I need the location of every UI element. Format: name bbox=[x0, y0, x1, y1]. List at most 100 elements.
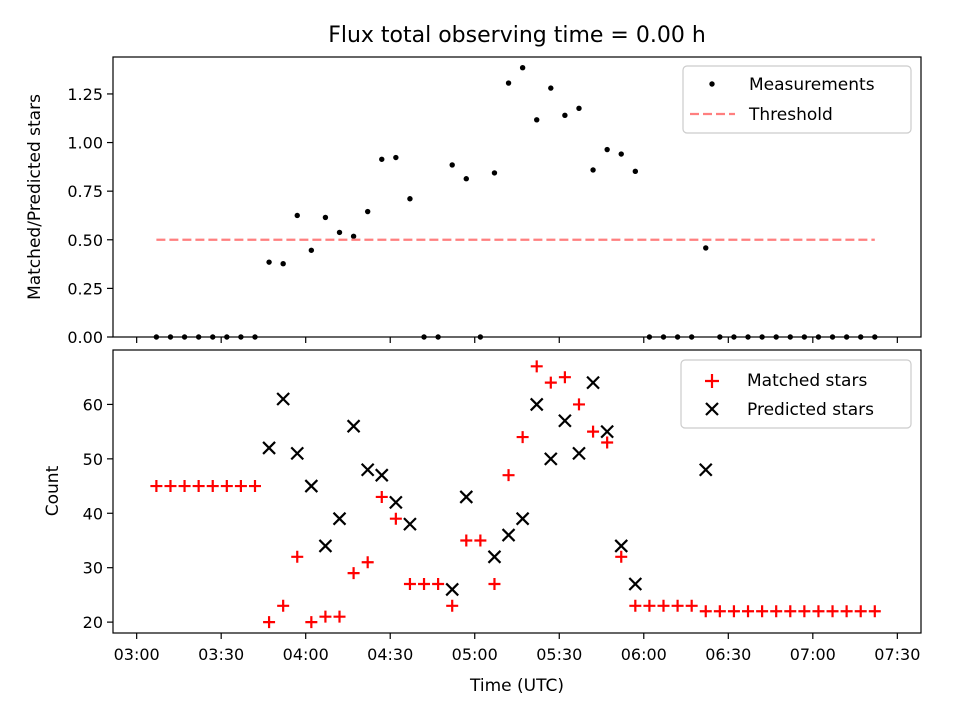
predicted-star-point bbox=[614, 539, 629, 553]
measurement-point bbox=[210, 334, 216, 340]
measurement-point bbox=[364, 208, 371, 215]
x-tick-label: 04:00 bbox=[283, 645, 329, 664]
measurement-point bbox=[858, 334, 864, 340]
top-plot-frame bbox=[112, 56, 922, 338]
y-tick-label: 1.00 bbox=[67, 134, 103, 153]
measurement-point bbox=[604, 146, 610, 153]
predicted-star-point bbox=[698, 462, 713, 477]
matched-star-point bbox=[854, 605, 867, 618]
matched-star-point bbox=[587, 425, 600, 438]
matched-star-point bbox=[291, 550, 304, 563]
measurement-point bbox=[491, 170, 498, 176]
measurement-point bbox=[294, 212, 300, 219]
measurement-point bbox=[618, 151, 624, 157]
matched-star-point bbox=[277, 599, 290, 612]
measurement-point bbox=[576, 105, 582, 112]
x-tick-label: 07:00 bbox=[790, 645, 836, 664]
predicted-star-point bbox=[558, 413, 572, 428]
measurement-point bbox=[688, 334, 695, 340]
predicted-star-point bbox=[332, 511, 347, 526]
x-axis-label: Time (UTC) bbox=[469, 676, 564, 696]
matched-star-point bbox=[798, 605, 811, 618]
matched-star-point bbox=[629, 599, 642, 612]
predicted-star-point bbox=[374, 468, 389, 482]
y-tick-label: 0.25 bbox=[67, 279, 103, 298]
matched-star-point bbox=[460, 534, 473, 547]
matched-star-point bbox=[643, 599, 656, 612]
x-tick-label: 05:30 bbox=[536, 645, 582, 664]
matched-star-point bbox=[150, 480, 163, 493]
legend-predicted-marker bbox=[705, 402, 719, 416]
measurement-point bbox=[505, 80, 512, 86]
x-tick-label: 03:00 bbox=[114, 645, 160, 664]
bottom-plot: 20 30 40 50 60 03:00 03:30 04:00 04:30 05:00 05:3… bbox=[43, 349, 922, 696]
y-tick-label: 0.50 bbox=[67, 231, 103, 250]
matched-star-point bbox=[305, 616, 318, 629]
predicted-star-point bbox=[529, 397, 544, 412]
bottom-y-axis-label: Count bbox=[43, 465, 63, 516]
measurement-point bbox=[759, 334, 765, 340]
matched-star-point bbox=[601, 436, 614, 449]
x-tick-label: 06:30 bbox=[705, 645, 751, 664]
measurement-point bbox=[463, 176, 469, 182]
predicted-star-point bbox=[487, 550, 502, 564]
predicted-star-point bbox=[515, 511, 530, 526]
measurement-point bbox=[674, 334, 681, 340]
measurement-point bbox=[280, 260, 286, 267]
matched-star-point bbox=[164, 480, 177, 493]
measurement-point bbox=[801, 334, 808, 340]
measurement-point bbox=[717, 334, 723, 340]
matched-star-point bbox=[474, 534, 487, 547]
top-x-ticks bbox=[136, 337, 898, 343]
measurement-point bbox=[660, 334, 667, 340]
measurement-point bbox=[322, 214, 329, 221]
predicted-star-point bbox=[262, 441, 276, 455]
chart-title: Flux total observing time = 0.00 h bbox=[328, 23, 706, 48]
matched-star-point bbox=[713, 605, 726, 618]
y-tick-label: 0.00 bbox=[67, 328, 103, 347]
predicted-star-point bbox=[501, 528, 516, 542]
matched-star-point bbox=[770, 605, 783, 618]
predicted-star-point bbox=[304, 479, 319, 493]
matched-star-point bbox=[502, 469, 515, 482]
y-tick-label: 60 bbox=[83, 395, 103, 414]
measurement-point bbox=[787, 334, 793, 340]
measurement-point bbox=[590, 167, 596, 173]
measurement-point bbox=[745, 334, 751, 340]
x-tick-label: 05:00 bbox=[452, 645, 498, 664]
y-tick-label: 30 bbox=[83, 559, 103, 578]
matched-star-point bbox=[375, 490, 388, 503]
measurement-point bbox=[238, 334, 244, 340]
measurement-point bbox=[308, 247, 315, 253]
matched-star-point bbox=[572, 398, 585, 411]
y-tick-label: 0.75 bbox=[67, 182, 103, 201]
matched-star-point bbox=[206, 480, 219, 493]
top-plot-marks bbox=[153, 64, 878, 340]
bottom-legend: Matched stars Predicted stars bbox=[680, 359, 912, 429]
measurement-point bbox=[519, 64, 526, 71]
x-tick-label: 03:30 bbox=[198, 645, 244, 664]
measurement-point bbox=[393, 154, 399, 161]
matched-star-point bbox=[826, 605, 839, 618]
top-legend-box bbox=[682, 65, 912, 134]
matched-star-point bbox=[403, 578, 416, 591]
matched-star-point bbox=[756, 605, 769, 618]
matched-star-point bbox=[868, 605, 881, 618]
matched-star-point bbox=[530, 360, 543, 373]
measurement-point bbox=[224, 334, 230, 340]
measurement-point bbox=[407, 196, 413, 202]
y-tick-label: 50 bbox=[83, 450, 103, 469]
predicted-star-point bbox=[459, 490, 474, 504]
legend-threshold-label: Threshold bbox=[748, 105, 833, 125]
predicted-star-point bbox=[544, 452, 558, 466]
measurement-point bbox=[646, 334, 653, 340]
matched-star-point bbox=[263, 616, 276, 629]
predicted-star-point bbox=[628, 577, 643, 591]
predicted-star-point bbox=[600, 424, 614, 439]
matched-star-point bbox=[488, 578, 501, 591]
matched-star-point bbox=[319, 610, 332, 623]
measurement-point bbox=[562, 112, 568, 119]
legend-predicted-label: Predicted stars bbox=[747, 400, 874, 420]
measurement-point bbox=[773, 334, 779, 340]
